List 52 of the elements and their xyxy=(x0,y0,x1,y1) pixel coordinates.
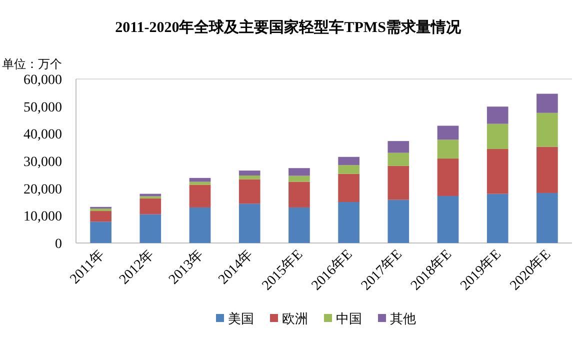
bar xyxy=(388,200,410,243)
bar xyxy=(388,141,410,153)
y-axis-title: 单位：万个 xyxy=(2,57,62,71)
bar xyxy=(486,124,508,149)
y-tick-label: 60,000 xyxy=(24,73,62,88)
bar xyxy=(437,126,459,140)
legend-label: 中国 xyxy=(336,311,362,326)
bar xyxy=(437,196,459,243)
bar xyxy=(486,148,508,194)
bar xyxy=(238,179,260,204)
legend-label: 美国 xyxy=(228,311,254,326)
x-tick-label: 2011年 xyxy=(66,246,108,288)
bar xyxy=(388,166,410,200)
bar xyxy=(238,175,260,180)
bar xyxy=(238,204,260,243)
bar xyxy=(536,192,558,243)
y-tick-label: 20,000 xyxy=(24,182,62,198)
bar xyxy=(90,208,112,212)
bar xyxy=(536,112,558,147)
bar xyxy=(536,146,558,193)
bar xyxy=(338,202,360,243)
bar xyxy=(536,94,558,113)
bar xyxy=(288,182,310,208)
bar xyxy=(140,194,162,196)
bar xyxy=(486,106,508,124)
bar xyxy=(189,182,211,185)
bar xyxy=(437,158,459,196)
bar xyxy=(140,214,162,243)
bar xyxy=(189,178,211,182)
bar xyxy=(90,211,112,222)
y-tick-label: 0 xyxy=(55,237,62,252)
y-tick-label: 30,000 xyxy=(24,155,62,170)
bar xyxy=(288,207,310,243)
bar xyxy=(338,165,360,174)
bar xyxy=(388,152,410,166)
chart-title: 2011-2020年全球及主要国家轻型车TPMS需求量情况 xyxy=(115,18,462,36)
bar xyxy=(288,176,310,182)
legend-label: 其他 xyxy=(390,311,416,326)
y-tick-label: 50,000 xyxy=(24,100,62,116)
bar xyxy=(238,170,260,176)
bar xyxy=(140,198,162,214)
bar xyxy=(338,174,360,202)
bar xyxy=(90,222,112,243)
legend-label: 欧洲 xyxy=(282,311,308,326)
bar xyxy=(189,207,211,243)
bar xyxy=(437,140,459,159)
y-tick-label: 10,000 xyxy=(24,210,62,225)
y-tick-label: 40,000 xyxy=(24,128,62,143)
bar xyxy=(189,184,211,208)
bar xyxy=(288,168,310,176)
bar xyxy=(486,194,508,243)
bar xyxy=(338,156,360,166)
